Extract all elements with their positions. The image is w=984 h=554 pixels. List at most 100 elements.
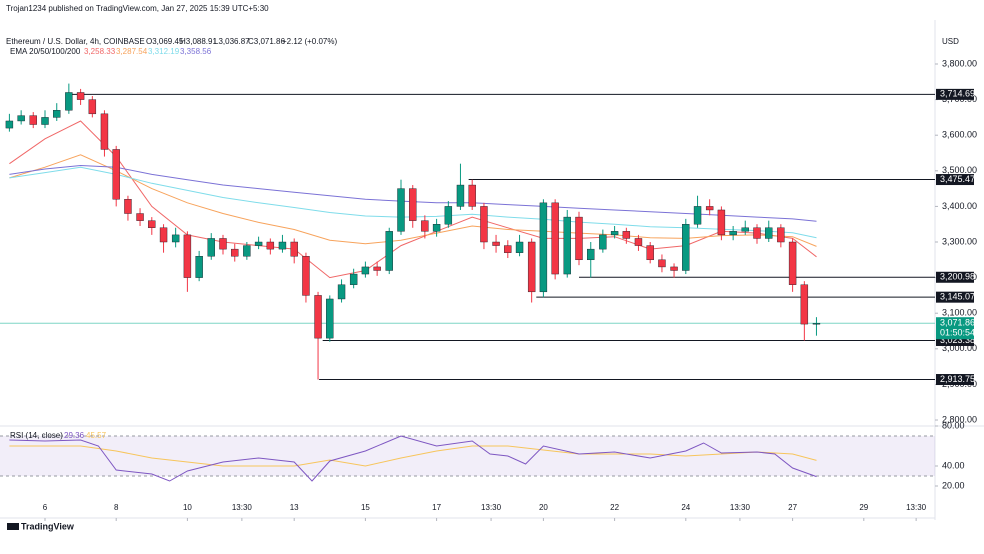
x-tick-label: 13:30	[481, 503, 502, 512]
candle-body	[444, 206, 453, 225]
candle-body	[65, 92, 73, 111]
candle-body	[705, 206, 714, 211]
ema-legend-value: 3,287.54	[116, 47, 148, 56]
candle-body	[243, 245, 251, 257]
level-label: 3,023.38	[940, 335, 975, 345]
ema-title: EMA 20/50/100/200	[10, 47, 81, 56]
x-tick-label: 29	[859, 503, 868, 512]
ohlc-label: H3,088.91	[180, 37, 217, 46]
symbol-title: Ethereum / U.S. Dollar, 4h, COINBASE	[6, 37, 145, 46]
rsi-tick-label: 80.00	[942, 420, 965, 430]
countdown-label: 01:50:54	[940, 328, 975, 338]
candle-body	[326, 298, 334, 339]
x-tick-label: 27	[788, 503, 797, 512]
candle-body	[575, 216, 583, 261]
candle-body	[658, 259, 666, 268]
ema-legend-value: 3,258.33	[84, 47, 116, 56]
candle-body	[741, 227, 749, 232]
candle-body	[670, 266, 678, 271]
x-tick-label: 13:30	[232, 503, 253, 512]
ohlc-label: C3,071.86	[248, 37, 285, 46]
candle-body	[195, 256, 203, 278]
level-label: 3,714.69	[940, 89, 975, 99]
level-label-box	[936, 271, 974, 283]
candle-body	[171, 234, 180, 243]
level-label-box	[936, 174, 974, 186]
candle-body	[409, 188, 417, 221]
rsi-ma-line	[9, 445, 817, 467]
candle-body	[480, 206, 488, 243]
candle-body	[753, 227, 761, 239]
rsi-tick-label: 20.00	[942, 480, 965, 490]
candle-body	[385, 231, 393, 271]
candle-body	[148, 220, 156, 228]
footer-logo: TradingView	[7, 521, 75, 531]
rsi-band	[0, 436, 935, 476]
x-tick-label: 22	[610, 503, 619, 512]
candle-body	[551, 202, 559, 275]
candle-body	[729, 231, 737, 236]
ema-line	[9, 164, 817, 222]
x-tick-label: 13	[290, 503, 299, 512]
y-tick-label: 3,800.00	[942, 58, 977, 68]
y-tick-label: 3,400.00	[942, 201, 977, 211]
y-tick-label: 3,100.00	[942, 308, 977, 318]
candle-body	[693, 206, 702, 225]
candle-body	[207, 238, 215, 257]
candle-body	[717, 209, 726, 236]
level-label-box	[936, 291, 974, 303]
candle-body	[100, 113, 109, 150]
candle-body	[159, 227, 168, 243]
candle-body	[599, 234, 607, 250]
last-price-box	[936, 317, 974, 340]
candle-body	[646, 245, 654, 261]
level-label-box	[936, 88, 974, 100]
candle-body	[515, 241, 524, 253]
rsi-ma-value: 45.57	[86, 431, 107, 440]
candle-body	[88, 99, 97, 115]
candle-body	[278, 241, 287, 250]
x-tick-label: 24	[681, 503, 690, 512]
candle-body	[421, 220, 429, 232]
x-tick-label: 15	[361, 503, 370, 512]
candle-body	[777, 227, 785, 243]
candle-body	[219, 238, 227, 250]
candle-body	[504, 245, 512, 253]
candle-body	[17, 115, 25, 122]
candle-body	[622, 231, 631, 239]
candle-body	[361, 266, 370, 275]
candle-body	[231, 248, 239, 257]
candle-body	[254, 241, 263, 246]
x-tick-label: 17	[432, 503, 441, 512]
candle-body	[337, 284, 346, 300]
candle-body	[397, 188, 405, 232]
currency: USD	[942, 37, 959, 46]
y-tick-label: 2,800.00	[942, 414, 977, 424]
candle-body	[432, 224, 441, 232]
rsi-value: 29.36	[64, 431, 85, 440]
ema-legend-value: 3,358.56	[180, 47, 212, 56]
candle-body	[112, 149, 120, 200]
level-label: 2,913.75	[940, 374, 975, 384]
ema-legend-value: 3,312.19	[148, 47, 180, 56]
candle-body	[468, 184, 476, 207]
y-tick-label: 3,000.00	[942, 343, 977, 353]
ohlc-label: O3,069.45	[146, 37, 184, 46]
last-price-label: 3,071.86	[940, 318, 975, 328]
candle-body	[349, 273, 358, 285]
candle-body	[527, 241, 536, 293]
candle-body	[610, 231, 619, 236]
candle-body	[587, 248, 595, 261]
candle-body	[76, 92, 85, 100]
level-label: 3,145.07	[940, 292, 975, 302]
candle-body	[29, 115, 37, 125]
ohlc-label: +2.12 (+0.07%)	[282, 37, 337, 46]
candle-body	[539, 202, 548, 293]
candle-body	[136, 213, 144, 221]
candle-body	[302, 256, 310, 296]
x-tick-label: 20	[539, 503, 548, 512]
ema-line	[9, 120, 817, 279]
x-tick-label: 13:30	[730, 503, 751, 512]
candle-body	[492, 241, 500, 246]
x-tick-label: 13:30	[906, 503, 927, 512]
